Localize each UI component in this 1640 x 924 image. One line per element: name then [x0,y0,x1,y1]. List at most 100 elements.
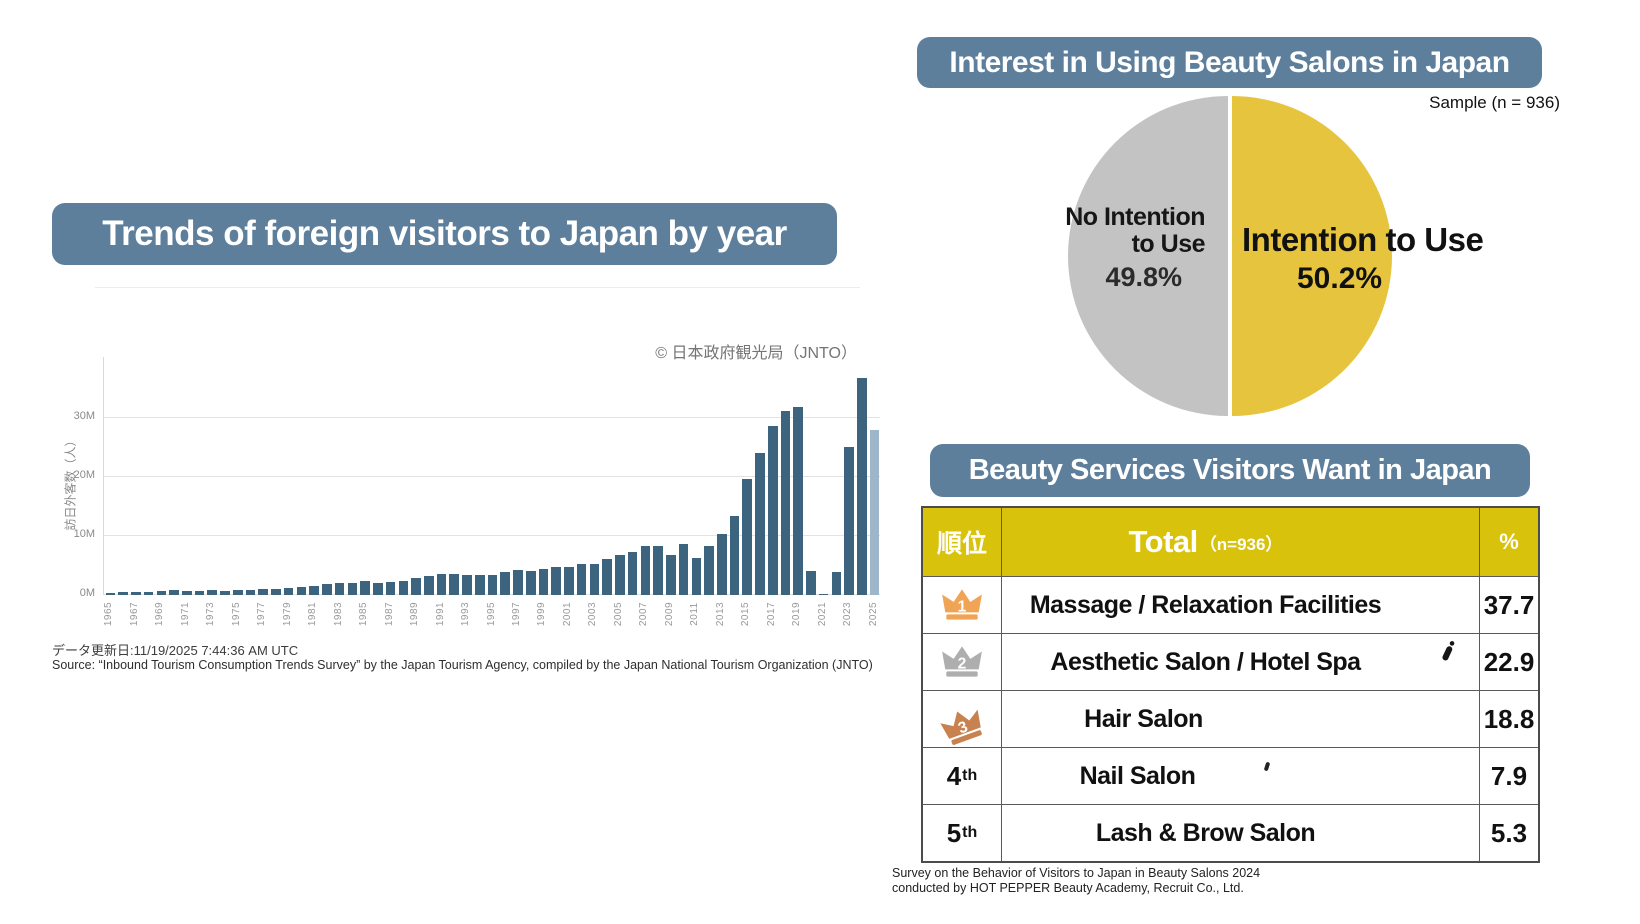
header-rank: 順位 [936,530,987,558]
bar-1995 [487,575,498,595]
jnto-credit: © 日本政府観光局（JNTO） [655,345,857,362]
xtick-1979: 1979 [281,601,293,627]
bar-1977 [258,588,268,595]
bar-2015 [742,478,753,595]
service-name: Massage / Relaxation Facilities [1029,590,1382,619]
bar-1997 [513,570,523,595]
rank-number: 5 [946,817,962,848]
bar-2022 [831,572,842,595]
xtick-2023: 2023 [842,601,854,627]
ytick-30M: 30M [73,410,95,423]
bar-1996 [500,572,511,595]
bar-2003 [589,564,600,595]
xtick-1991: 1991 [434,601,446,627]
bar-1984 [347,582,358,595]
service-name: Nail Salon [1079,761,1196,790]
xtick-1977: 1977 [256,601,268,627]
xtick-2011: 2011 [689,602,701,626]
ytick-20M: 20M [73,469,95,482]
bar-1983 [334,583,345,595]
xtick-1989: 1989 [409,601,421,627]
bar-1991 [436,574,447,595]
xtick-1965: 1965 [103,601,115,627]
bar-2021 [818,593,829,595]
bar-1976 [245,589,256,595]
xtick-2017: 2017 [765,601,777,627]
bar-2004 [602,558,612,595]
xtick-1987: 1987 [383,601,395,627]
header-pct: % [1499,529,1519,554]
bar-1973 [207,590,218,595]
xtick-1973: 1973 [205,601,217,627]
table-header-row: 順位 Total （n=936） % [923,508,1538,576]
bar-1986 [373,582,383,595]
bar-1994 [474,574,485,595]
bronze-crown-icon: 3 [940,709,982,745]
gridline-20M [104,476,880,478]
bar-2006 [627,551,638,595]
bar-1988 [398,581,409,595]
xtick-1967: 1967 [128,601,140,627]
xtick-2021: 2021 [816,601,828,627]
bar-2001 [564,566,574,595]
rank-number: 1 [958,598,967,615]
bar-1989 [411,578,421,595]
bar-1990 [424,575,434,595]
bar-2020 [806,570,816,595]
bar-1975 [232,590,243,595]
bar-2018 [780,411,791,595]
source-text: Source: “Inbound Tourism Consumption Tre… [52,658,873,672]
xtick-1997: 1997 [510,601,522,627]
rank-number: 4 [946,760,962,791]
y-axis-title: 訪日外客数（人） [63,434,78,531]
xtick-1981: 1981 [307,601,319,627]
xtick-2013: 2013 [714,601,726,627]
bar-2025 [869,429,880,595]
bar-2002 [576,564,587,595]
bar-2011 [691,558,702,595]
xtick-1975: 1975 [230,601,242,627]
xtick-2005: 2005 [612,601,624,627]
bar-1965 [105,592,116,595]
survey-note-line2: conducted by HOT PEPPER Beauty Academy, … [892,881,1244,895]
pie-value-no-intention: 49.8% [1105,262,1182,292]
spa-bottle-icon [1442,641,1455,661]
table-row: 5 th Lash & Brow Salon 5.3 [923,804,1538,861]
bar-1982 [322,584,332,595]
bar-1968 [143,591,154,595]
xtick-1995: 1995 [485,601,497,627]
xtick-1983: 1983 [332,601,344,627]
bar-2009 [666,555,676,595]
bar-1987 [385,582,396,595]
service-name: Lash & Brow Salon [1095,818,1316,847]
bar-1967 [131,592,141,595]
bar-2010 [678,544,689,595]
table-row: 1 Massage / Relaxation Facilities 37.7 [923,576,1538,633]
service-name: Hair Salon [1084,704,1203,733]
table-row: 2 Aesthetic Salon / Hotel Spa 22.9 [923,633,1538,690]
bar-1969 [156,591,167,595]
bar-1974 [220,590,230,595]
bar-1993 [462,574,472,595]
bar-1981 [309,585,319,595]
xtick-2001: 2001 [561,601,573,627]
xtick-2019: 2019 [791,601,803,627]
bar-1980 [296,587,307,595]
bar-1971 [181,591,192,595]
bar-2017 [767,426,778,595]
service-name: Aesthetic Salon / Hotel Spa [1050,647,1361,676]
bar-2008 [653,545,663,595]
bar-2012 [704,545,714,595]
pie-value-intention: 50.2% [1297,262,1383,295]
table-row: 3 Hair Salon 18.8 [923,690,1538,747]
pie-title-banner: Interest in Using Beauty Salons in Japan [917,37,1542,88]
service-pct: 22.9 [1483,646,1535,677]
xtick-2003: 2003 [587,601,599,627]
table-row: 4 th Nail Salon 7.9 [923,747,1538,804]
xtick-1971: 1971 [179,601,191,627]
xtick-1999: 1999 [536,601,548,627]
xtick-2007: 2007 [638,601,650,627]
gridline-10M [104,535,880,537]
bar-2014 [729,516,740,595]
